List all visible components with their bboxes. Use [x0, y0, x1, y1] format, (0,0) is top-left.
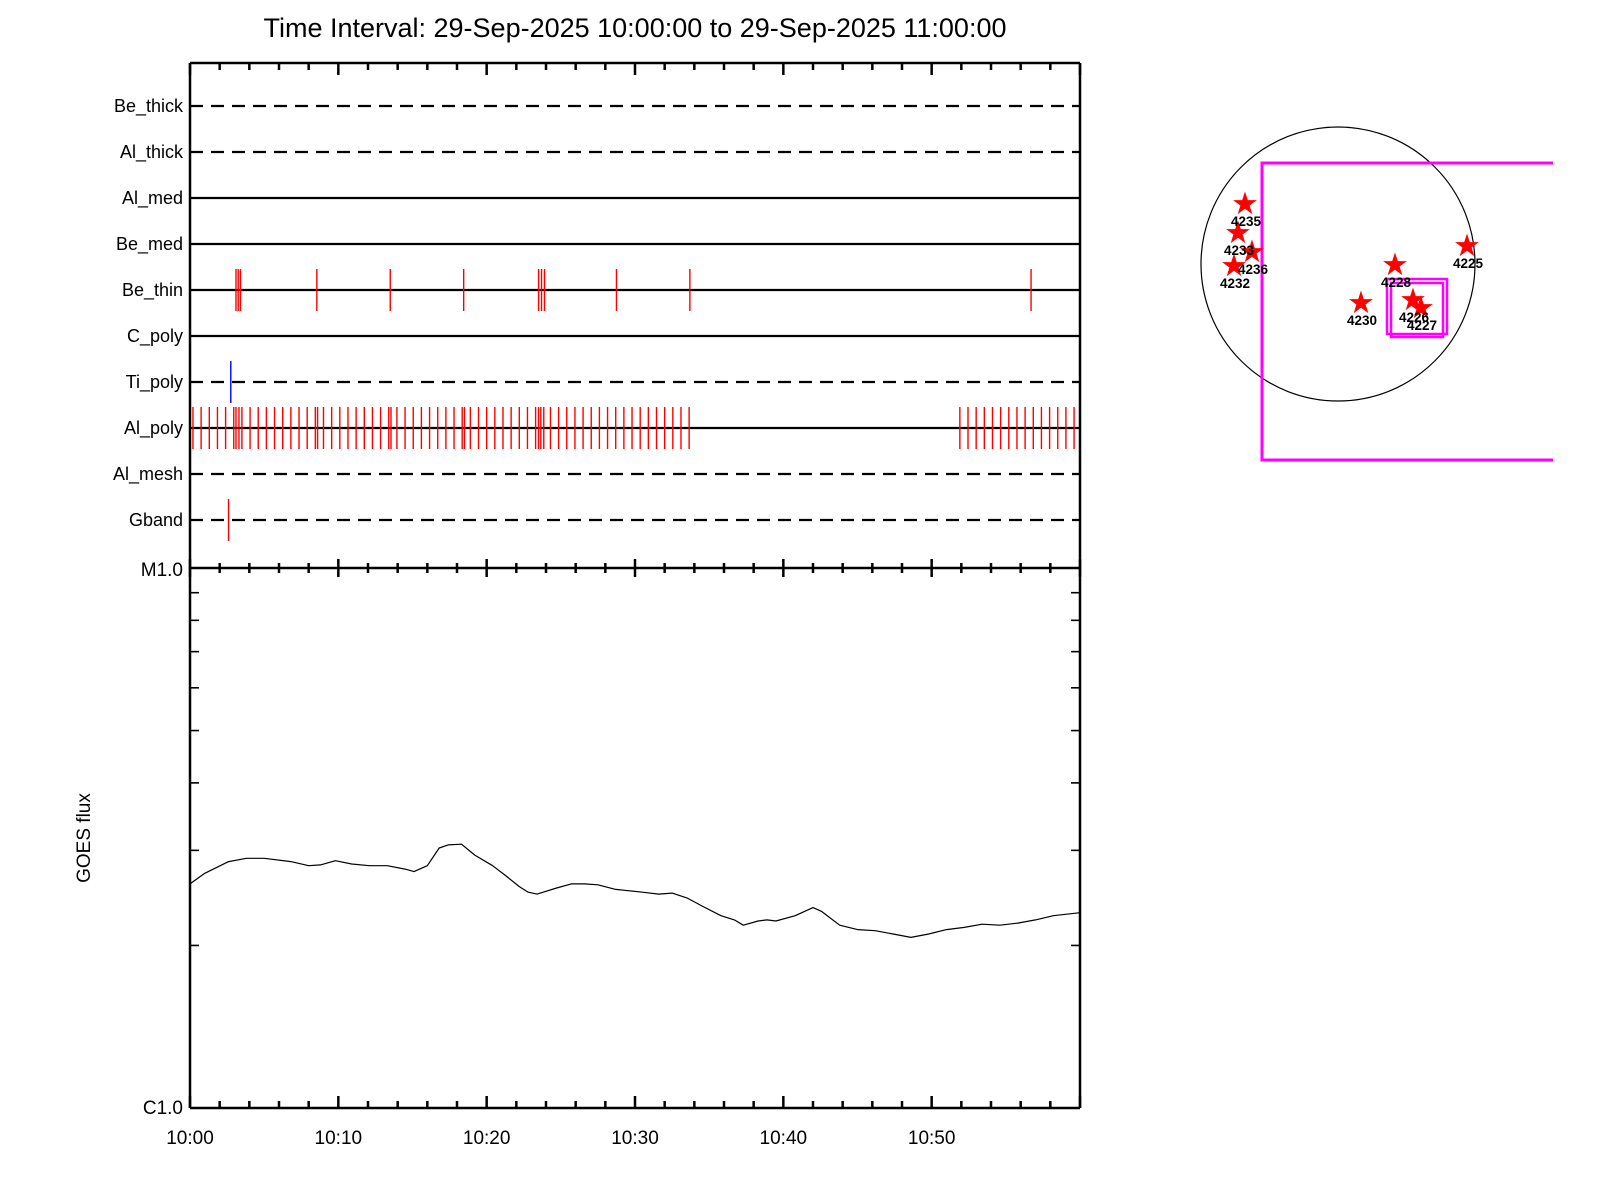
plot-title: Time Interval: 29-Sep-2025 10:00:00 to 2… [263, 13, 1007, 43]
x-tick-label: 10:20 [463, 1128, 511, 1149]
channel-row-Be_thick: Be_thick [114, 96, 1080, 117]
solar-disk-circle [1200, 126, 1476, 402]
active-region-label: 4236 [1238, 262, 1269, 277]
x-tick-label: 10:50 [908, 1128, 956, 1149]
x-tick-label: 10:10 [315, 1128, 363, 1149]
active-region-label: 4226 [1399, 310, 1430, 325]
channel-label: Be_thin [122, 280, 183, 301]
channel-label: Al_thick [120, 142, 184, 163]
active-region-label: 4228 [1381, 275, 1412, 290]
channel-rows: Be_thick Al_thick Al_med Be_med Be_thin C_pol… [113, 96, 1080, 541]
channel-label: C_poly [127, 326, 183, 347]
channel-label: Gband [129, 510, 183, 530]
channel-row-Ti_poly: Ti_poly [126, 361, 1080, 403]
goes-flux-curve [189, 843, 1081, 939]
channel-row-Gband: Gband [129, 499, 1080, 541]
channel-row-Be_med: Be_med [116, 234, 1080, 255]
active-region-star-icon [1222, 253, 1246, 277]
active-region-star-icon [1409, 295, 1433, 319]
channel-row-Al_thick: Al_thick [120, 142, 1080, 163]
active-region-star-icon [1401, 287, 1425, 311]
y-axis-bottom-label: C1.0 [143, 1098, 183, 1119]
channel-row-Al_med: Al_med [122, 188, 1080, 209]
fov-rect [1260, 161, 1553, 462]
channel-label: Ti_poly [126, 372, 183, 393]
channel-row-C_poly: C_poly [127, 326, 1080, 347]
x-tick-label: 10:40 [760, 1128, 808, 1149]
target-sub-rect [1389, 281, 1445, 339]
goes-flux-axis-title: GOES flux [74, 793, 95, 883]
active-region-label: 4233 [1224, 243, 1255, 258]
y-axis-top-label: M1.0 [141, 560, 183, 581]
active-region-stars [1222, 191, 1479, 319]
channel-row-Al_poly: Al_poly [124, 407, 1080, 449]
x-tick-label: 10:30 [611, 1128, 659, 1149]
active-region-label: 4225 [1453, 256, 1484, 271]
active-region-label: 4227 [1407, 318, 1437, 333]
active-region-star-icon [1349, 290, 1373, 314]
channel-row-Al_mesh: Al_mesh [113, 464, 1080, 485]
channel-label: Be_thick [114, 96, 184, 117]
active-region-star-icon [1226, 220, 1250, 244]
active-region-star-icon [1455, 233, 1479, 257]
active-region-label: 4235 [1231, 214, 1262, 229]
goes-panel: M1.0 C1.0 GOES flux 10:00 10:10 10:20 10:30 10:… [74, 560, 1081, 1149]
active-region-label: 4232 [1220, 276, 1250, 291]
x-tick-label: 10:00 [166, 1128, 214, 1149]
channel-label: Be_med [116, 234, 183, 255]
panel-borders [188, 61, 1082, 1110]
time-axis-ticks [188, 63, 1082, 1108]
active-region-star-icon [1383, 252, 1407, 276]
channel-label: Al_med [122, 188, 183, 209]
target-sub-rect [1385, 277, 1449, 336]
channel-row-Be_thin: Be_thin [122, 269, 1080, 311]
channel-label: Al_mesh [113, 464, 183, 485]
active-region-star-icon [1240, 239, 1264, 263]
active-region-label: 4230 [1347, 313, 1377, 328]
active-region-star-icon [1233, 191, 1257, 215]
channel-label: Al_poly [124, 418, 183, 439]
